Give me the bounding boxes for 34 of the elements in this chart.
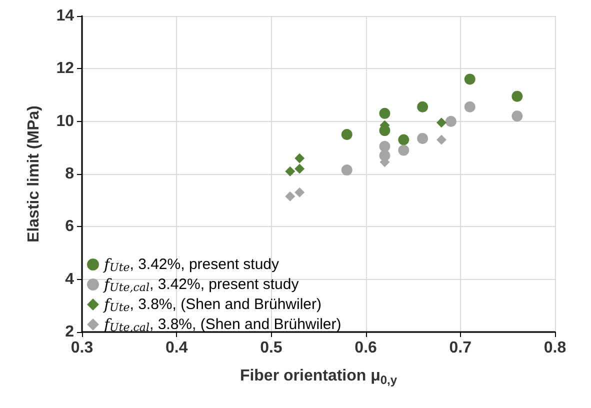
x-tick-label: 0.4 (165, 340, 188, 356)
point (379, 140, 390, 152)
x-tick-label: 0.8 (544, 340, 566, 356)
point (294, 153, 305, 164)
point (285, 166, 296, 176)
y-axis-title: Elastic limit (MPa) (26, 106, 42, 242)
y-tick-label: 2 (65, 324, 74, 340)
point (341, 129, 352, 140)
point (379, 108, 390, 119)
y-tick-label: 8 (65, 166, 74, 182)
point (294, 187, 305, 198)
point (398, 144, 410, 156)
point (512, 90, 523, 102)
point (512, 110, 523, 122)
y-tick-label: 10 (56, 112, 74, 130)
point (285, 191, 296, 202)
point (417, 101, 428, 112)
y-tick-label: 14 (56, 8, 74, 24)
point (445, 116, 456, 127)
point (417, 132, 428, 144)
y-tick-label: 4 (65, 270, 74, 288)
point (341, 164, 352, 176)
x-tick-label: 0.7 (449, 340, 472, 356)
point (464, 74, 476, 85)
x-tick-label: 0.6 (354, 340, 378, 356)
y-tick-label: 6 (65, 218, 74, 236)
point (436, 134, 446, 145)
point (436, 118, 446, 128)
x-tick-label: 0.3 (70, 340, 94, 356)
point (398, 134, 410, 146)
point (464, 101, 476, 112)
y-tick-label: 12 (56, 60, 74, 78)
x-tick-label: 0.5 (260, 340, 282, 356)
point (294, 164, 305, 174)
